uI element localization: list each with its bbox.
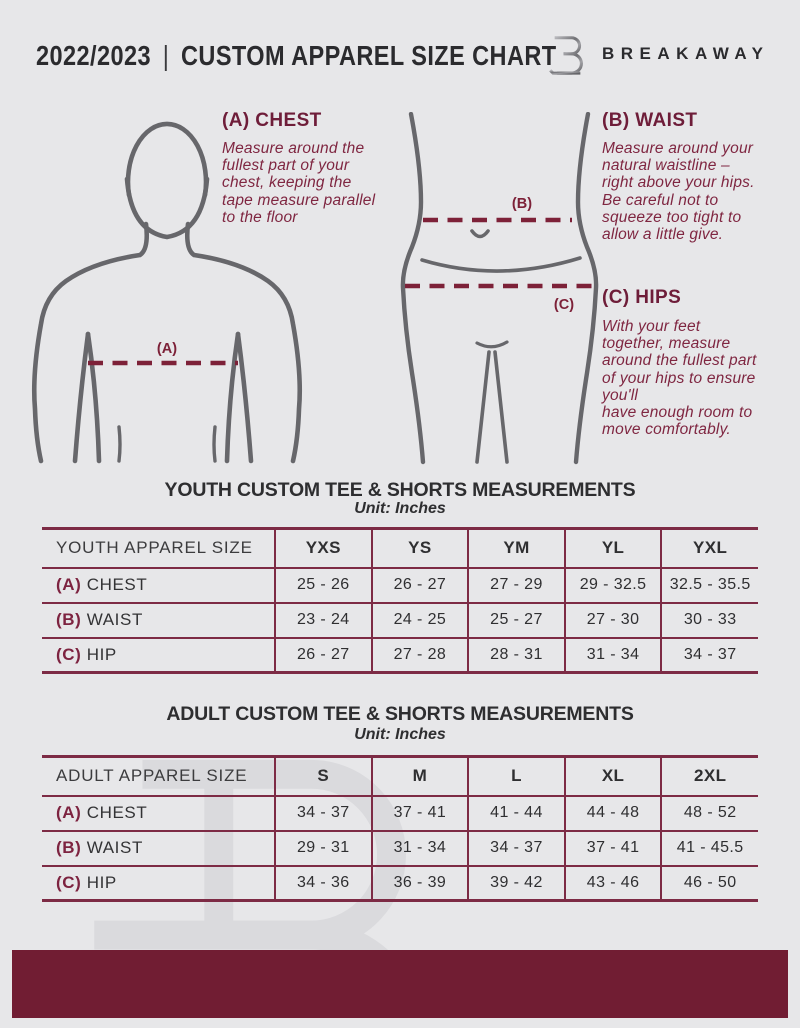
size-range-cell: 23 - 24 [274, 602, 372, 638]
size-column-header: S [274, 756, 372, 796]
size-range-cell: 34 - 37 [467, 830, 565, 866]
page-title: 2022/2023 | CUSTOM APPAREL SIZE CHART [36, 40, 557, 72]
size-range-cell: 29 - 32.5 [563, 567, 662, 603]
chest-guide-description: Measure around the fullest part of your … [222, 140, 376, 226]
size-column-header: 2XL [660, 756, 758, 796]
size-range-cell: 43 - 46 [563, 865, 662, 901]
size-column-header: L [467, 756, 565, 796]
measurement-row-label: (B) WAIST [56, 838, 143, 857]
size-range-cell: 25 - 27 [467, 602, 565, 638]
youth-table-subtitle: Unit: Inches [354, 500, 446, 517]
size-range-cell: 36 - 39 [370, 865, 469, 901]
size-range-cell: 37 - 41 [563, 830, 662, 866]
size-range-cell: 34 - 36 [274, 865, 372, 901]
adult-size-table: ADULT APPAREL SIZE S M L XL 2XL (A) CHEST 34 - … [42, 755, 758, 902]
size-range-cell: 26 - 27 [274, 637, 372, 673]
measurement-row-label: (B) WAIST [56, 610, 143, 629]
measurement-row-label: (A) CHEST [56, 575, 148, 594]
size-range-cell: 41 - 44 [467, 795, 565, 831]
chest-guide-heading: (A) CHEST [222, 110, 322, 131]
size-range-cell: 34 - 37 [274, 795, 372, 831]
size-range-cell: 26 - 27 [370, 567, 469, 603]
hips-guide-description: With your feet together, measure around … [602, 318, 757, 439]
size-range-cell: 34 - 37 [660, 637, 758, 673]
size-range-cell: 31 - 34 [563, 637, 662, 673]
row-marker: (C) [56, 872, 82, 892]
table-row: (B) WAIST 29 - 31 31 - 34 34 - 37 37 - 41 41 … [42, 830, 758, 866]
upper-body-figure: (A) [31, 121, 303, 464]
row-marker: (B) [56, 610, 82, 629]
table-row: (A) CHEST 34 - 37 37 - 41 41 - 44 44 - 48 48 … [42, 795, 758, 831]
table-row: (C) HIP 26 - 27 27 - 28 28 - 31 31 - 34 34 - … [42, 637, 758, 673]
size-range-cell: 28 - 31 [467, 637, 565, 673]
measurement-row-label: (C) HIP [56, 872, 117, 892]
size-range-cell: 31 - 34 [370, 830, 469, 866]
chest-marker-label: (A) [157, 341, 177, 357]
measurement-row-label: (A) CHEST [56, 803, 148, 822]
measurement-row-label: (C) HIP [56, 644, 117, 664]
size-column-header: XL [563, 756, 662, 796]
size-range-cell: 48 - 52 [660, 795, 758, 831]
brand-name: BREAKAWAY [602, 44, 770, 63]
size-table-corner-header: YOUTH APPAREL SIZE [56, 538, 253, 558]
youth-size-table: YOUTH APPAREL SIZE YXS YS YM YL YXL (A) CHEST 2… [42, 527, 758, 674]
size-range-cell: 27 - 30 [563, 602, 662, 638]
table-row: (B) WAIST 23 - 24 24 - 25 25 - 27 27 - 30 30 … [42, 602, 758, 638]
size-range-cell: 46 - 50 [660, 865, 758, 901]
season-label: 2022/2023 [36, 40, 151, 71]
size-range-cell: 27 - 29 [467, 567, 565, 603]
breakaway-logo-icon [549, 36, 583, 75]
table-header-row: YOUTH APPAREL SIZE YXS YS YM YL YXL [42, 528, 758, 568]
adult-table-subtitle: Unit: Inches [354, 726, 446, 743]
footer-bar [12, 950, 788, 1018]
size-column-header: YM [467, 528, 565, 568]
row-marker: (B) [56, 838, 82, 857]
lower-body-figure: (B) (C) [400, 112, 599, 465]
size-column-header: YS [370, 528, 469, 568]
size-range-cell: 29 - 31 [274, 830, 372, 866]
youth-table-title: YOUTH CUSTOM TEE & SHORTS MEASUREMENTS [164, 479, 636, 501]
size-range-cell: 44 - 48 [563, 795, 662, 831]
size-range-cell: 39 - 42 [467, 865, 565, 901]
size-range-cell: 24 - 25 [370, 602, 469, 638]
row-marker: (A) [56, 575, 82, 594]
table-row: (C) HIP 34 - 36 36 - 39 39 - 42 43 - 46 46 - … [42, 865, 758, 901]
size-range-cell: 32.5 - 35.5 [660, 567, 758, 603]
size-column-header: YL [563, 528, 662, 568]
title-divider: | [162, 40, 170, 71]
size-range-cell: 37 - 41 [370, 795, 469, 831]
row-marker: (C) [56, 644, 82, 664]
size-column-header: YXL [660, 528, 758, 568]
adult-table-title: ADULT CUSTOM TEE & SHORTS MEASUREMENTS [166, 703, 634, 725]
waist-guide-heading: (B) WAIST [602, 110, 698, 131]
size-table-corner-header: ADULT APPAREL SIZE [56, 766, 248, 786]
hips-guide-heading: (C) HIPS [602, 287, 682, 308]
chart-title: CUSTOM APPAREL SIZE CHART [181, 40, 557, 71]
size-column-header: M [370, 756, 469, 796]
hips-marker-label: (C) [554, 297, 574, 313]
size-range-cell: 30 - 33 [660, 602, 758, 638]
table-header-row: ADULT APPAREL SIZE S M L XL 2XL [42, 756, 758, 796]
size-range-cell: 27 - 28 [370, 637, 469, 673]
waist-guide-description: Measure around your natural waistline – … [602, 140, 755, 244]
size-range-cell: 41 - 45.5 [660, 830, 758, 866]
row-marker: (A) [56, 803, 82, 822]
table-row: (A) CHEST 25 - 26 26 - 27 27 - 29 29 - 32.5 3… [42, 567, 758, 603]
waist-marker-label: (B) [512, 196, 532, 212]
size-range-cell: 25 - 26 [274, 567, 372, 603]
size-column-header: YXS [274, 528, 372, 568]
